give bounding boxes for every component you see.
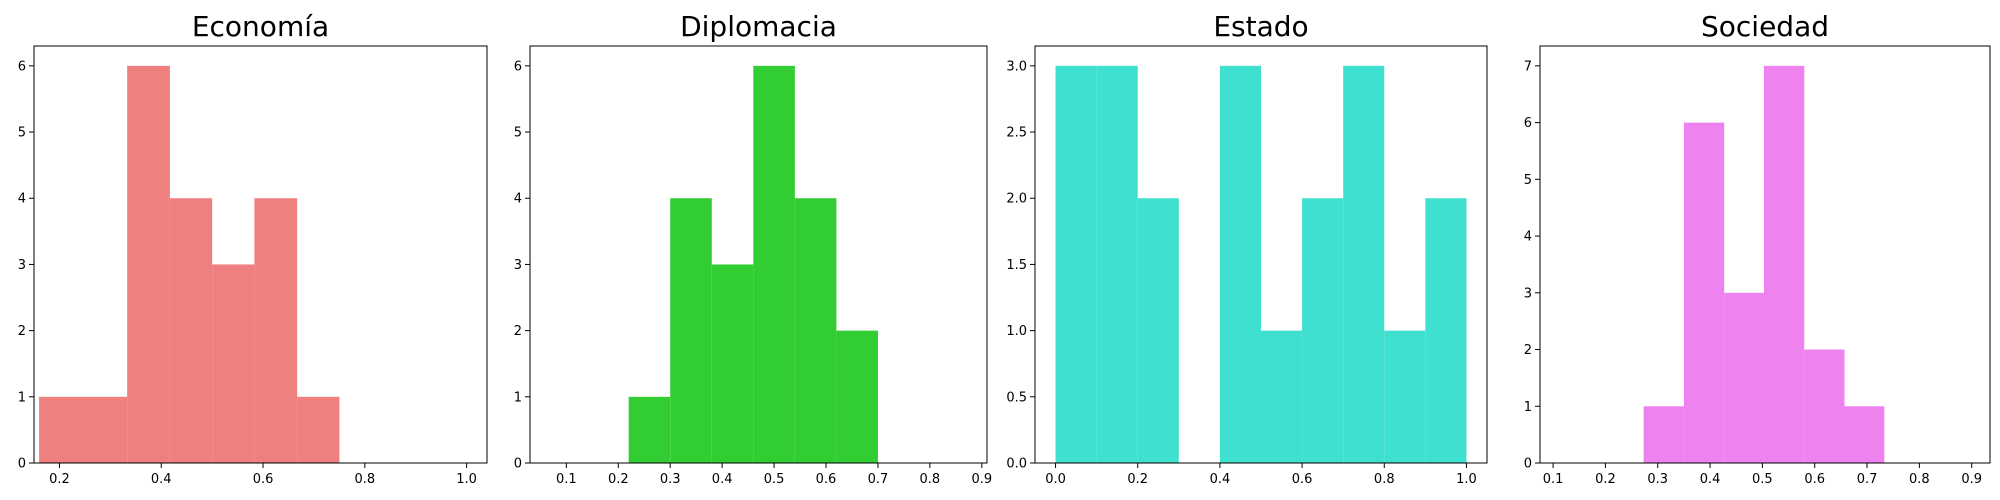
subplot-4: Sociedad 0.1 0.2 0.3 0.4 0.5 0.6 0.7 0.8 0.9 0 1 2 3 4…	[1524, 10, 1991, 487]
y-tick-label: 2	[18, 324, 26, 339]
x-tick-label: 0.2	[49, 472, 70, 487]
y-tick-label: 2.0	[1006, 192, 1027, 207]
y-tick-label: 3	[514, 258, 522, 273]
subplot-1: Economía 0.2 0.4 0.6 0.8 1.0 0 1 2 3 4 5 6	[18, 10, 488, 487]
y-tick-label: 2.5	[1006, 126, 1027, 141]
x-tick-label: 0.6	[1804, 472, 1825, 487]
panel-title: Estado	[1213, 10, 1308, 43]
x-tick-label: 0.6	[1292, 472, 1313, 487]
x-tick-label: 0.1	[556, 472, 577, 487]
y-tick-label: 3.0	[1006, 59, 1027, 74]
histogram-bar	[628, 396, 671, 463]
histogram-bar	[1724, 292, 1764, 463]
histogram-bar	[127, 65, 170, 464]
x-tick-label: 0.7	[868, 472, 889, 487]
x-tick-label: 0.8	[1374, 472, 1395, 487]
histogram-bar	[1425, 198, 1467, 464]
histogram-bar	[1844, 406, 1885, 463]
x-tick-label: 0.8	[920, 472, 941, 487]
x-tick-label: 0.1	[1543, 472, 1564, 487]
y-tick-label: 0	[1524, 457, 1532, 472]
axes-frame	[1539, 45, 1991, 464]
axes-frame	[1034, 45, 1488, 464]
x-tick-label: 0.2	[1127, 472, 1148, 487]
histogram-bar	[1343, 65, 1385, 464]
histogram-bar	[1219, 65, 1261, 464]
y-tick-label: 4	[18, 192, 26, 207]
y-tick-label: 5	[514, 126, 522, 141]
x-tick-label: 0.4	[151, 472, 172, 487]
x-tick-label: 0.6	[816, 472, 837, 487]
x-tick-label: 0.9	[971, 472, 992, 487]
x-tick-label: 0.8	[1909, 472, 1930, 487]
histogram-bar	[1804, 349, 1845, 463]
histogram-bar	[254, 198, 298, 464]
y-tick-label: 0	[514, 457, 522, 472]
histogram-bar	[1643, 406, 1684, 463]
histogram-bar	[1055, 65, 1097, 464]
histogram-bar	[1096, 65, 1138, 464]
x-tick-label: 0.6	[253, 472, 274, 487]
y-tick-label: 1	[514, 390, 522, 405]
y-tick-label: 0.0	[1006, 457, 1027, 472]
histogram-bar	[1261, 330, 1303, 463]
y-tick-label: 2	[514, 324, 522, 339]
histogram-bar	[39, 396, 128, 463]
axes-frame	[529, 45, 988, 464]
subplot-3: Estado 0.0 0.2 0.4 0.6 0.8 1.0 0.0 0.5 1.0 1.5 2.0 2…	[1006, 10, 1488, 487]
x-tick-label: 0.5	[1752, 472, 1773, 487]
histogram-bar	[836, 330, 878, 463]
x-tick-label: 0.3	[1647, 472, 1668, 487]
x-tick-label: 0.7	[1857, 472, 1878, 487]
x-tick-label: 0.2	[608, 472, 629, 487]
histogram-bar	[169, 198, 213, 464]
panel-title: Diplomacia	[680, 10, 837, 43]
y-tick-label: 6	[18, 59, 26, 74]
histogram-bar	[670, 198, 712, 464]
y-tick-label: 1.0	[1006, 324, 1027, 339]
y-tick-label: 3	[1524, 286, 1532, 301]
histogram-bar	[1763, 65, 1805, 464]
histogram-bar	[711, 264, 754, 463]
y-tick-label: 4	[514, 192, 522, 207]
y-tick-label: 2	[1524, 343, 1532, 358]
x-tick-label: 0.0	[1045, 472, 1066, 487]
x-tick-label: 1.0	[1456, 472, 1477, 487]
y-tick-label: 3	[18, 258, 26, 273]
histogram-bar	[212, 264, 255, 463]
y-tick-label: 0.5	[1006, 390, 1027, 405]
x-tick-label: 0.4	[712, 472, 733, 487]
subplot-2: Diplomacia 0.1 0.2 0.3 0.4 0.5 0.6 0.7 0.8 0.9 0 1 2…	[514, 10, 992, 487]
y-tick-label: 5	[1524, 173, 1532, 188]
histogram-bar	[1302, 198, 1344, 464]
x-tick-label: 1.0	[456, 472, 477, 487]
histogram-bar	[794, 198, 837, 464]
histogram-bar	[753, 65, 795, 464]
x-tick-label: 0.3	[660, 472, 681, 487]
x-tick-label: 0.5	[764, 472, 785, 487]
x-tick-label: 0.4	[1700, 472, 1721, 487]
histogram-bar	[1384, 330, 1426, 463]
y-tick-label: 5	[18, 126, 26, 141]
panel-title: Economía	[192, 10, 329, 43]
y-tick-label: 6	[514, 59, 522, 74]
x-tick-label: 0.9	[1961, 472, 1982, 487]
histogram-bar	[1137, 198, 1179, 464]
axes-frame	[33, 45, 488, 464]
histogram-bar	[297, 396, 340, 463]
y-tick-label: 4	[1524, 230, 1532, 245]
x-tick-label: 0.4	[1210, 472, 1231, 487]
y-tick-label: 7	[1524, 59, 1532, 74]
y-tick-label: 1	[1524, 400, 1532, 415]
x-tick-label: 0.8	[354, 472, 375, 487]
x-tick-label: 0.2	[1595, 472, 1616, 487]
y-tick-label: 1.5	[1006, 258, 1027, 273]
panel-title: Sociedad	[1701, 10, 1829, 43]
y-tick-label: 1	[18, 390, 26, 405]
y-tick-label: 6	[1524, 116, 1532, 131]
y-tick-label: 0	[18, 457, 26, 472]
histogram-bar	[1683, 122, 1725, 463]
